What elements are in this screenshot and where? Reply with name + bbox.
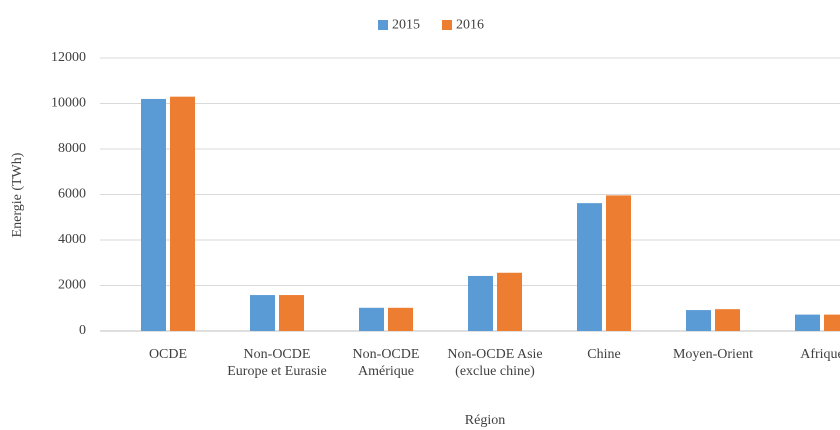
bar (250, 295, 275, 331)
legend-swatch (378, 20, 388, 30)
x-tick-label: Chine (587, 347, 621, 362)
x-tick-label-box: Chine (587, 347, 621, 362)
x-tick-label-box: OCDE (148, 347, 188, 362)
x-axis-title: Région (465, 413, 505, 428)
y-axis-title: Energie (TWh) (10, 152, 25, 237)
x-tick-label: Afrique (800, 347, 840, 362)
x-tick-label: Non-OCDE Amérique (352, 347, 420, 379)
x-tick-label: Non-OCDE Europe et Eurasie (227, 347, 327, 379)
x-tick-label: OCDE (148, 347, 188, 362)
y-tick-label: 8000 (58, 141, 86, 156)
legend-label: 2016 (456, 18, 484, 33)
legend-label: 2015 (392, 18, 420, 33)
x-tick-label: Moyen-Orient (672, 347, 754, 362)
x-tick-label-box: Afrique (800, 347, 840, 362)
bar (279, 295, 304, 331)
x-tick-label-box: Non-OCDE Europe et Eurasie (227, 347, 327, 379)
y-tick-label: 0 (79, 323, 86, 338)
bar (468, 275, 493, 331)
bar (824, 314, 840, 331)
x-tick-label-box: Non-OCDE Asie (exclue chine) (447, 347, 543, 379)
bar (795, 314, 820, 331)
y-tick-label: 4000 (58, 232, 86, 247)
bar (686, 310, 711, 331)
legend-swatch (442, 20, 452, 30)
y-tick-label: 12000 (51, 50, 86, 65)
x-tick-label-box: Moyen-Orient (672, 347, 754, 362)
x-tick-label: Non-OCDE Asie (exclue chine) (447, 347, 543, 379)
bar (497, 272, 522, 331)
bar (141, 98, 166, 331)
bar (359, 307, 384, 331)
bar (715, 309, 740, 331)
bar (170, 96, 195, 331)
x-tick-label-box: Non-OCDE Amérique (352, 347, 420, 379)
bar (577, 203, 602, 331)
bar (606, 195, 631, 331)
y-tick-label: 6000 (58, 187, 86, 202)
bar (388, 307, 413, 331)
y-tick-label: 10000 (51, 96, 86, 111)
y-tick-label: 2000 (58, 278, 86, 293)
